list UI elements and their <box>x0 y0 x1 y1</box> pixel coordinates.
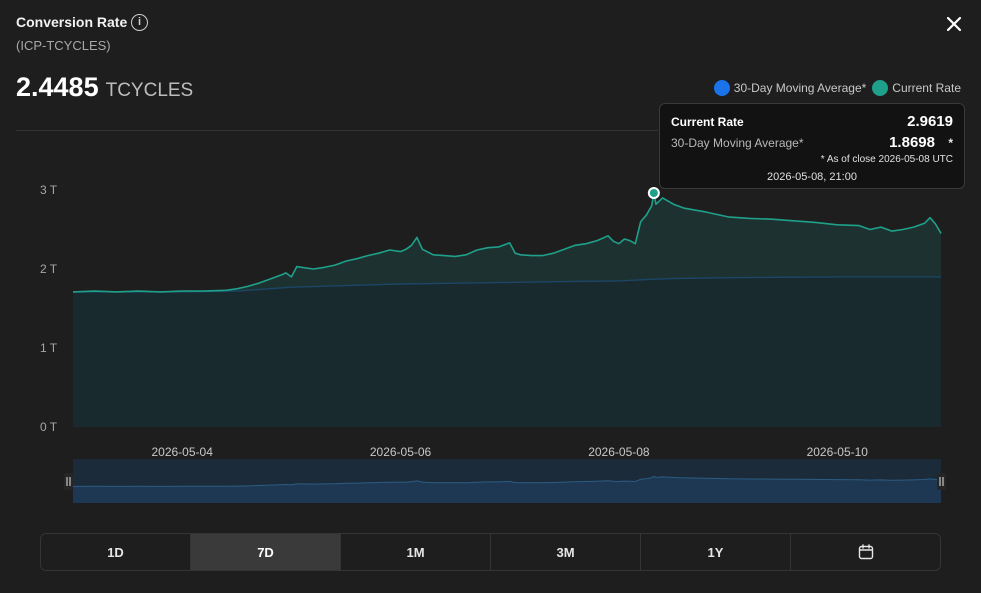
drag-handle-icon <box>64 473 73 490</box>
close-icon <box>946 16 962 32</box>
y-tick-label: 0 T <box>40 420 58 434</box>
pair-subtitle: (ICP-TCYCLES) <box>16 38 111 53</box>
legend-item-current-rate[interactable]: Current Rate <box>872 80 961 96</box>
x-tick-label: 2026-05-04 <box>151 445 213 459</box>
calendar-icon <box>858 544 873 560</box>
rate-chart[interactable]: 0 T 1 T 2 T 3 T 2026-05-04 2026-05-06 2026-05… <box>0 0 981 530</box>
panel-title: Conversion Rate <box>16 14 128 30</box>
price-value: 2.4485 <box>16 72 99 102</box>
legend-label-current-rate: Current Rate <box>892 81 961 95</box>
legend-dot-current-rate <box>872 80 889 96</box>
chart-tooltip: Current Rate 2.9619 30-Day Moving Averag… <box>659 103 965 189</box>
tooltip-ma-star: * <box>948 136 953 150</box>
tooltip-note: * As of close 2026-05-08 UTC <box>820 154 953 165</box>
chart-legend: 30-Day Moving Average* Current Rate <box>708 80 961 96</box>
x-tick-label: 2026-05-06 <box>370 445 432 459</box>
legend-label-moving-average: 30-Day Moving Average* <box>733 81 867 95</box>
navigator-handle-left[interactable] <box>64 473 73 490</box>
legend-dot-moving-average <box>713 80 730 96</box>
navigator-line <box>72 475 942 487</box>
range-button-3m[interactable]: 3M <box>491 534 641 570</box>
close-button[interactable] <box>944 14 964 34</box>
range-button-1d[interactable]: 1D <box>41 534 191 570</box>
header-divider <box>16 130 658 131</box>
y-tick-label: 3 T <box>40 183 58 197</box>
range-button-1m[interactable]: 1M <box>341 534 491 570</box>
price-row: 2.4485 TCYCLES <box>16 72 193 103</box>
navigator-area <box>73 476 941 503</box>
tooltip-timestamp: 2026-05-08, 21:00 <box>767 171 857 183</box>
calendar-button[interactable] <box>791 534 940 570</box>
highlight-point-marker <box>647 187 660 200</box>
x-tick-label: 2026-05-10 <box>807 445 869 459</box>
tooltip-ma-value: 1.8698 <box>889 134 935 151</box>
x-tick-label: 2026-05-08 <box>588 445 650 459</box>
y-tick-label: 1 T <box>40 341 58 355</box>
legend-item-moving-average[interactable]: 30-Day Moving Average* <box>713 80 867 96</box>
current-rate-line <box>72 192 942 293</box>
time-range-selector: 1D 7D 1M 3M 1Y <box>40 533 941 571</box>
info-icon[interactable]: i <box>131 14 148 31</box>
tooltip-current-value: 2.9619 <box>907 113 953 130</box>
y-tick-label: 2 T <box>40 262 58 276</box>
drag-handle-icon <box>937 473 946 490</box>
tooltip-current-label: Current Rate <box>671 115 744 129</box>
range-button-1y[interactable]: 1Y <box>641 534 791 570</box>
tooltip-ma-label: 30-Day Moving Average* <box>671 136 804 150</box>
range-button-7d[interactable]: 7D <box>191 534 341 570</box>
moving-average-line <box>73 276 941 293</box>
price-unit: TCYCLES <box>105 80 194 101</box>
moving-average-area <box>73 276 941 427</box>
navigator-handle-right[interactable] <box>937 473 946 490</box>
